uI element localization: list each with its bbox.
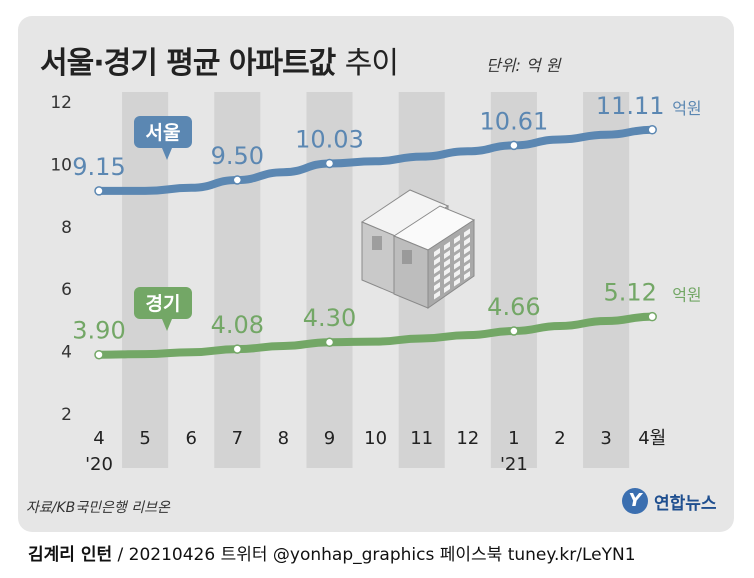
x-tick-label: 1 — [508, 428, 519, 449]
x-tick-label: 4월 — [638, 428, 666, 449]
y-tick-label: 12 — [50, 93, 72, 113]
series-line-0 — [95, 125, 657, 195]
data-point-marker — [509, 326, 519, 336]
unit-label: 단위: 억 원 — [486, 56, 561, 75]
x-tick-label: 9 — [324, 428, 335, 449]
data-label: 4.66 — [487, 293, 540, 321]
yonhap-logo-icon: Y — [622, 488, 648, 514]
x-tick-label: 2 — [554, 428, 565, 449]
source-note: 자료/KB국민은행 리브온 — [26, 500, 170, 516]
month-stripe — [490, 92, 537, 468]
data-point-marker — [94, 349, 104, 360]
x-tick-label: 7 — [232, 428, 243, 449]
window — [444, 250, 450, 259]
data-label: 10.61 — [480, 107, 549, 135]
y-tick-label: 6 — [61, 280, 72, 300]
data-point-marker — [647, 125, 657, 135]
window — [434, 273, 440, 283]
data-label: 4.30 — [303, 304, 356, 332]
series-name-label: 서울 — [146, 122, 181, 144]
window — [454, 243, 460, 253]
bubble-box — [134, 116, 192, 148]
data-label: 9.15 — [72, 153, 125, 181]
window — [464, 245, 470, 255]
publisher-logo: Y 연합뉴스 — [622, 488, 717, 514]
data-point-marker — [232, 175, 243, 185]
data-label: 11.11 — [596, 92, 665, 120]
x-tick-label: 3 — [600, 428, 611, 449]
data-label: 4.08 — [211, 311, 264, 339]
window — [402, 250, 412, 264]
series-line-1 — [95, 312, 657, 359]
window — [454, 235, 460, 244]
window — [444, 284, 450, 293]
data-point-marker — [232, 344, 243, 354]
window — [464, 254, 470, 263]
y-tick-label: 2 — [61, 405, 72, 425]
window — [372, 236, 382, 250]
apartment-building-icon — [360, 189, 476, 309]
data-point-marker — [324, 337, 335, 347]
x-tick-label: 6 — [185, 428, 196, 449]
bubble-box — [134, 287, 192, 319]
month-stripe — [583, 92, 630, 468]
x-tick-label: 12 — [456, 428, 479, 449]
title-suffix: 추이 — [344, 46, 399, 81]
x-tick-label: 5 — [139, 428, 150, 449]
data-label: 9.50 — [211, 142, 264, 170]
data-label: 3.90 — [72, 317, 125, 345]
y-tick-label: 4 — [61, 343, 72, 363]
data-label: 10.03 — [295, 125, 364, 153]
bubble-pointer — [162, 319, 172, 331]
window — [454, 252, 460, 261]
data-point-marker — [647, 311, 657, 322]
window — [444, 258, 450, 268]
window — [434, 265, 440, 274]
bubble-pointer — [162, 148, 172, 160]
window — [464, 271, 470, 280]
series-bubble-1: 경기 — [134, 287, 192, 331]
x-year-label: '21 — [500, 454, 528, 475]
window — [434, 282, 440, 291]
series-bubble-0: 서울 — [134, 116, 192, 160]
x-tick-label: 8 — [278, 428, 289, 449]
y-tick-label: 8 — [61, 218, 72, 238]
window — [464, 228, 470, 238]
data-label: 5.12 — [603, 279, 656, 307]
window — [444, 241, 450, 251]
credit-author: 김계리 인턴 — [28, 545, 113, 565]
window — [444, 267, 450, 276]
x-tick-label: 4 — [93, 428, 104, 449]
chart-title: 서울·경기 평균 아파트값 추이 — [40, 38, 399, 82]
data-unit-label: 억원 — [672, 99, 701, 118]
window — [454, 269, 460, 278]
data-unit-label: 억원 — [672, 286, 701, 305]
window — [434, 290, 440, 300]
series-name-label: 경기 — [146, 293, 181, 315]
window — [454, 277, 460, 287]
window — [464, 237, 470, 246]
credit-line: 김계리 인턴 / 20210426 트위터 @yonhap_graphics 페… — [28, 540, 636, 565]
data-point-marker — [94, 186, 104, 196]
window — [464, 262, 470, 272]
window — [434, 256, 440, 266]
y-tick-label: 10 — [50, 155, 72, 175]
window — [454, 260, 460, 270]
x-tick-label: 10 — [364, 428, 387, 449]
month-stripe — [122, 92, 169, 468]
logo-text: 연합뉴스 — [654, 493, 717, 514]
data-point-marker — [509, 140, 519, 151]
month-stripe — [306, 92, 353, 468]
data-point-marker — [324, 158, 335, 169]
window — [434, 248, 440, 257]
window — [444, 275, 450, 285]
x-tick-label: 11 — [410, 428, 433, 449]
month-stripe — [214, 92, 261, 468]
x-year-label: '20 — [85, 454, 113, 475]
credit-details: / 20210426 트위터 @yonhap_graphics 페이스북 tun… — [117, 545, 636, 565]
title-main: 서울·경기 평균 아파트값 — [40, 46, 336, 81]
